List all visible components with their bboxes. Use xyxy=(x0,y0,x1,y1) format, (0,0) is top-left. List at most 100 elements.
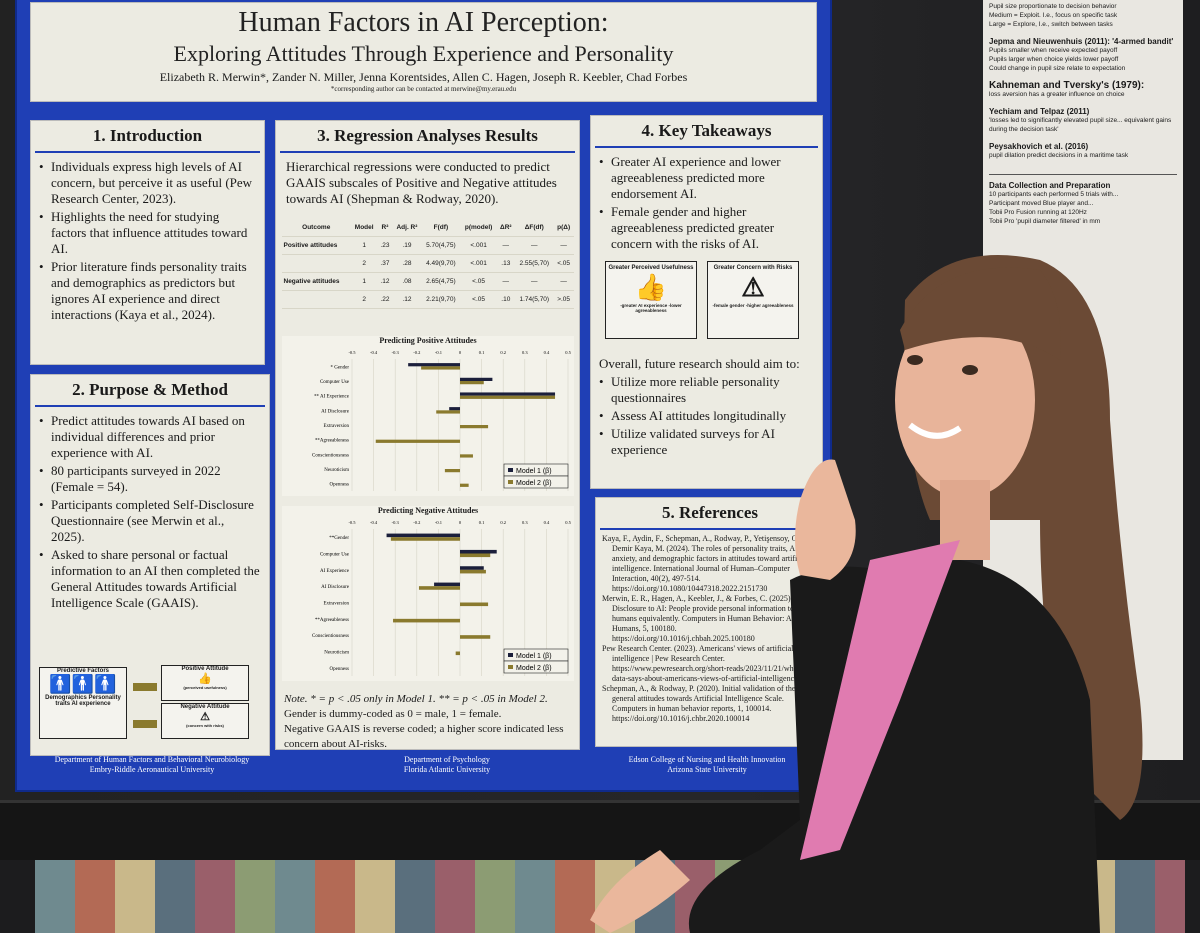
category-label: AI Disclosure xyxy=(321,585,350,590)
bar-2 xyxy=(460,381,484,385)
side-line: Pupils larger when choice yields lower p… xyxy=(989,56,1119,63)
bar-2 xyxy=(375,439,460,443)
table-cell: <.05 xyxy=(553,254,574,273)
bar-2 xyxy=(460,425,489,429)
table-cell xyxy=(281,290,351,309)
category-label: **Agreeableness xyxy=(315,618,349,623)
bullet: Utilize more reliable personality questi… xyxy=(599,374,814,406)
side-heading: Kahneman and Tversky's (1979): xyxy=(989,80,1145,91)
table-cell: .13 xyxy=(496,254,515,273)
bar-2 xyxy=(390,537,460,541)
table-cell: 4.49(9,70) xyxy=(421,254,461,273)
section-key-takeaways: 4. Key Takeaways Greater AI experience a… xyxy=(590,115,823,489)
side-line: Tobii Pro 'pupil diameter filtered' in m… xyxy=(989,218,1101,225)
table-row: 2.22.12 2.21(9,70) <.05.10 1.74(5,70) >.05 xyxy=(281,290,574,309)
table-cell: — xyxy=(496,272,515,291)
legend-swatch xyxy=(508,468,513,472)
regression-table: Outcome Model R² Adj. R² F(df) p(model) ΔR² ΔF(… xyxy=(281,219,574,309)
face xyxy=(895,302,1035,498)
footer-line: Florida Atlantic University xyxy=(403,765,491,774)
eye xyxy=(962,365,978,375)
side-line: Participant moved Blue player and... xyxy=(989,200,1094,207)
tick-label: 0.1 xyxy=(479,520,485,525)
table-cell: .12 xyxy=(392,290,422,309)
section-title: 5. References xyxy=(600,498,820,530)
side-heading: Data Collection and Preparation xyxy=(989,174,1177,190)
corresponding-note: *corresponding author can be contacted a… xyxy=(330,85,517,93)
bar-2 xyxy=(393,618,460,623)
people-icon: 🚹🚹🚹 xyxy=(49,674,117,694)
bar-2 xyxy=(455,651,460,656)
table-header-row: Outcome Model R² Adj. R² F(df) p(model) ΔR² ΔF(… xyxy=(281,219,574,237)
category-label: Openness xyxy=(330,483,349,488)
bullet: Highlights the need for studying factors… xyxy=(39,209,256,257)
section-references: 5. References Kaya, F., Aydin, F., Schep… xyxy=(595,497,825,747)
table-cell: Negative attitudes xyxy=(281,272,351,291)
table-cell: — xyxy=(553,272,574,291)
reference-list: Kaya, F., Aydin, F., Schepman, A., Rodwa… xyxy=(596,530,824,745)
chart-title: Predicting Negative Attitudes xyxy=(377,506,479,515)
tick-label: -0.5 xyxy=(348,520,356,525)
bullet: 80 participants surveyed in 2022 (Female… xyxy=(39,463,261,495)
table-cell: .12 xyxy=(377,272,393,291)
bar-1 xyxy=(434,582,460,587)
reference-item: Merwin, E. R., Hagen, A., Keebler, J., &… xyxy=(602,594,818,643)
legend-swatch xyxy=(508,653,513,657)
footer-affiliation-1: Department of Human Factors and Behavior… xyxy=(37,755,267,775)
category-label: * Gender xyxy=(331,365,350,370)
column-header: ΔF(df) xyxy=(514,219,554,237)
side-line: Medium = Exploit. I.e., focus on specifi… xyxy=(989,12,1118,19)
tick-label: -0.2 xyxy=(413,520,420,525)
category-label: ** AI Experience xyxy=(314,395,350,400)
table-row: Positive attitudes 1.23.19 5.70(4,75) <.001… xyxy=(281,236,574,255)
bar-2 xyxy=(460,483,469,487)
note-line: Negative GAAIS is reverse coded; a highe… xyxy=(284,723,564,750)
diagram-label: Positive Attitude xyxy=(181,666,229,672)
positive-attitudes-chart: Predicting Positive Attitudes -0.5 -0.4 -0… xyxy=(282,336,574,496)
legend-swatch xyxy=(508,480,513,484)
bullet: Individuals express high levels of AI co… xyxy=(39,159,256,207)
negative-attitude-box: Negative Attitude ⚠ (concern with risks) xyxy=(161,703,249,739)
footer-line: Arizona State University xyxy=(667,765,747,774)
bullet: Female gender and higher agreeableness p… xyxy=(599,204,814,252)
arrow-icon xyxy=(133,720,157,728)
regression-note: Note. * = p < .05 only in Model 1. ** = … xyxy=(276,686,579,758)
diagram-label: Negative Attitude xyxy=(180,704,230,710)
table-cell: <.05 xyxy=(460,272,497,291)
legend-label: Model 1 (β) xyxy=(516,468,552,475)
footer-affiliation-2: Department of Psychology Florida Atlantic… xyxy=(347,755,547,775)
warning-icon: ⚠ xyxy=(200,711,210,723)
tick-label: 0.4 xyxy=(544,350,550,355)
tick-label: -0.2 xyxy=(413,350,420,355)
section-regression: 3. Regression Analyses Results Hierarchi… xyxy=(275,120,580,750)
regression-intro: Hierarchical regressions were conducted … xyxy=(286,159,557,206)
table-cell: — xyxy=(496,236,515,255)
predictive-factors-box: Predictive Factors 🚹🚹🚹 Demographics Pers… xyxy=(39,667,127,739)
bar-1 xyxy=(460,566,484,570)
bullet: Assess AI attitudes longitudinally xyxy=(599,408,814,424)
side-line: Pupils smaller when receive expected pay… xyxy=(989,47,1118,54)
hand xyxy=(795,459,856,580)
tick-label: 0.2 xyxy=(500,520,506,525)
side-line: pupil dilation predict decisions in a ma… xyxy=(989,152,1129,159)
poster-subtitle: Exploring Attitudes Through Experience a… xyxy=(173,41,674,66)
table-cell: .22 xyxy=(377,290,393,309)
category-label: Neuroticism xyxy=(324,651,349,656)
category-label: Conscientiousness xyxy=(312,634,349,639)
footer-line: Edson College of Nursing and Health Inno… xyxy=(628,755,786,764)
bar-2 xyxy=(421,366,460,370)
table-cell: 5.70(4,75) xyxy=(421,236,461,255)
bullet: Asked to share personal or factual infor… xyxy=(39,547,261,611)
category-label: Conscientiousness xyxy=(312,453,349,458)
column-header: p(Δ) xyxy=(553,219,574,237)
tick-label: -0.3 xyxy=(392,350,400,355)
bar-2 xyxy=(444,469,460,473)
reference-item: Schepman, A., & Rodway, P. (2020). Initi… xyxy=(602,684,796,723)
table-cell: .19 xyxy=(392,236,422,255)
future-intro: Overall, future research should aim to: xyxy=(599,356,800,371)
footer-line: Department of Human Factors and Behavior… xyxy=(54,755,250,764)
section-introduction: 1. Introduction Individuals express high… xyxy=(30,120,265,365)
legend-label: Model 1 (β) xyxy=(516,653,552,660)
table-cell: — xyxy=(514,236,554,255)
